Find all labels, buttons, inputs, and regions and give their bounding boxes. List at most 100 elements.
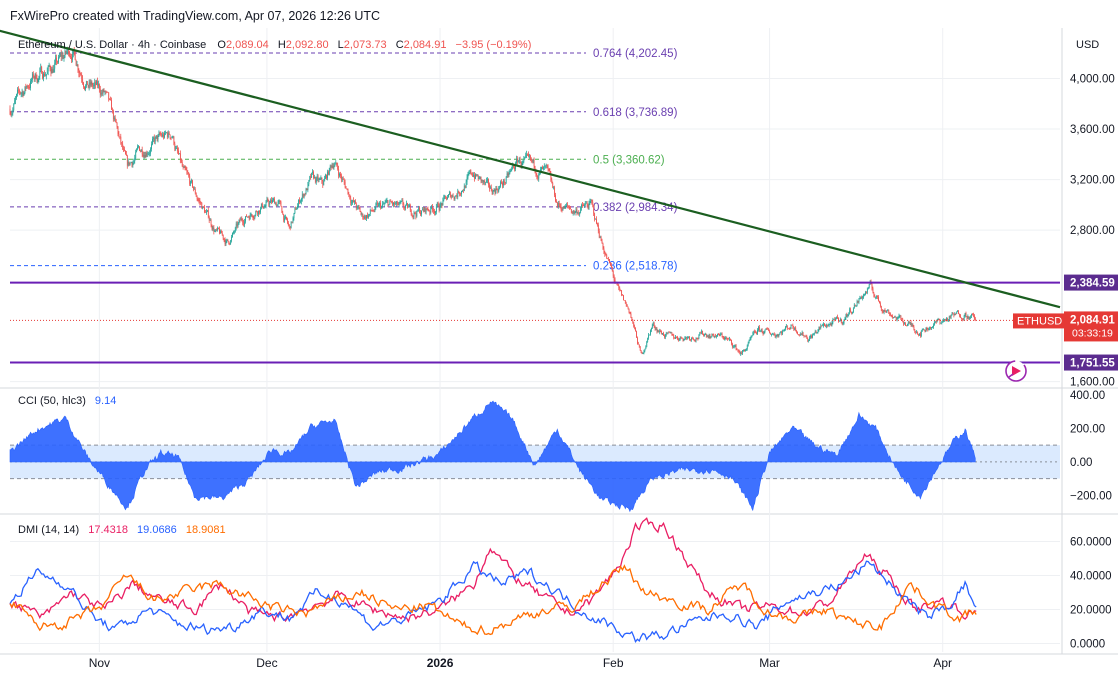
- candle-body: [577, 212, 579, 214]
- candle-body: [430, 207, 432, 213]
- ohlc-close-value: 2,084.91: [404, 39, 447, 51]
- candle-body: [924, 330, 926, 332]
- candle-body: [908, 322, 910, 324]
- candle-body: [346, 188, 348, 190]
- candle-body: [820, 325, 822, 329]
- candle-body: [758, 327, 759, 330]
- candle-body: [276, 204, 278, 206]
- candle-body: [862, 297, 864, 299]
- candle-body: [199, 200, 201, 203]
- candle-body: [306, 188, 308, 191]
- candle-body: [357, 206, 359, 207]
- candle-body: [622, 295, 623, 296]
- candle-body: [281, 206, 283, 213]
- candle-body: [209, 220, 211, 221]
- time-axis[interactable]: Nov Dec 2026 Feb Mar Apr: [89, 656, 952, 670]
- candle-body: [39, 71, 41, 77]
- candle-body: [803, 335, 805, 337]
- candle-body: [794, 327, 796, 330]
- symbol-badge-label: ETHUSD: [1017, 315, 1062, 327]
- candle-body: [780, 331, 782, 334]
- candle-body: [149, 153, 151, 154]
- candle-body: [920, 331, 922, 336]
- price-axis[interactable]: 4,000.00 3,600.00 3,200.00 2,800.00 1,600.00…: [1070, 74, 1115, 651]
- candle-body: [165, 132, 166, 134]
- candle-body: [505, 177, 507, 183]
- price-tick-label: 1,600.00: [1070, 377, 1115, 389]
- candle-body: [42, 73, 44, 79]
- candle-body: [54, 63, 56, 69]
- candle-body: [642, 352, 644, 354]
- candle-body: [202, 206, 204, 209]
- candle-body: [517, 161, 519, 163]
- candle-body: [518, 158, 520, 162]
- candle-body: [44, 73, 45, 76]
- candle-body: [741, 352, 743, 354]
- candle-body: [770, 333, 771, 335]
- candle-body: [275, 203, 277, 206]
- cci-legend[interactable]: CCI (50, hlc3) 9.14: [18, 395, 116, 407]
- replay-icon[interactable]: [1005, 360, 1027, 382]
- candle-body: [94, 82, 96, 86]
- candle-body: [418, 208, 420, 211]
- candle-body: [610, 262, 611, 265]
- candle-body: [955, 313, 957, 315]
- dmi-adx-value: 17.4318: [88, 524, 128, 536]
- dmi-pane: [9, 517, 977, 644]
- candle-body: [273, 198, 274, 201]
- candle-body: [488, 179, 489, 185]
- candle-body: [328, 171, 329, 175]
- candle-body: [176, 147, 178, 149]
- ohlc-high-value: 2,092.80: [286, 39, 329, 51]
- candle-body: [174, 143, 176, 150]
- candle-body: [435, 211, 436, 214]
- candle-body: [523, 159, 525, 162]
- candle-body: [876, 295, 878, 298]
- candle-body: [906, 325, 907, 327]
- candle-body: [369, 209, 371, 214]
- candle-body: [705, 334, 706, 335]
- candle-body: [512, 165, 514, 167]
- candle-body: [734, 345, 736, 347]
- candle-body: [393, 202, 394, 205]
- candle-body: [121, 142, 123, 144]
- candle-body: [896, 317, 898, 320]
- candle-body: [890, 314, 892, 316]
- candle-body: [841, 321, 843, 324]
- candle-body: [422, 209, 423, 211]
- candle-body: [881, 309, 883, 312]
- candle-body: [903, 321, 905, 325]
- currency-label[interactable]: USD: [1076, 39, 1099, 51]
- candle-body: [77, 64, 79, 71]
- candle-body: [86, 81, 87, 87]
- candle-body: [583, 205, 584, 207]
- candle-body: [143, 155, 145, 157]
- dmi-legend[interactable]: DMI (14, 14) 17.4318 19.0686 18.9081: [18, 524, 226, 536]
- candle-body: [530, 158, 532, 160]
- candle-body: [510, 169, 512, 172]
- candle-body: [587, 205, 589, 209]
- candle-body: [860, 296, 862, 299]
- candle-body: [112, 109, 113, 111]
- candle-body: [386, 200, 388, 202]
- symbol-legend[interactable]: Ethereum / U.S. Dollar · 4h · Coinbase O…: [18, 39, 531, 51]
- candle-body: [446, 198, 448, 200]
- candle-body: [173, 136, 175, 144]
- candle-body: [348, 194, 350, 195]
- candle-body: [611, 264, 612, 268]
- candle-body: [347, 188, 349, 195]
- candle-body: [513, 165, 515, 168]
- candle-body: [482, 180, 484, 183]
- candle-body: [193, 189, 195, 190]
- candle-body: [489, 187, 491, 189]
- candle-body: [938, 318, 940, 320]
- fib-level-label: 0.618 (3,736.89): [593, 107, 678, 119]
- candle-body: [605, 254, 607, 256]
- candle-body: [218, 227, 219, 229]
- candle-body: [947, 319, 949, 321]
- candle-body: [652, 323, 654, 325]
- candle-body: [408, 206, 409, 208]
- candle-body: [949, 316, 951, 318]
- candle-body: [744, 349, 745, 352]
